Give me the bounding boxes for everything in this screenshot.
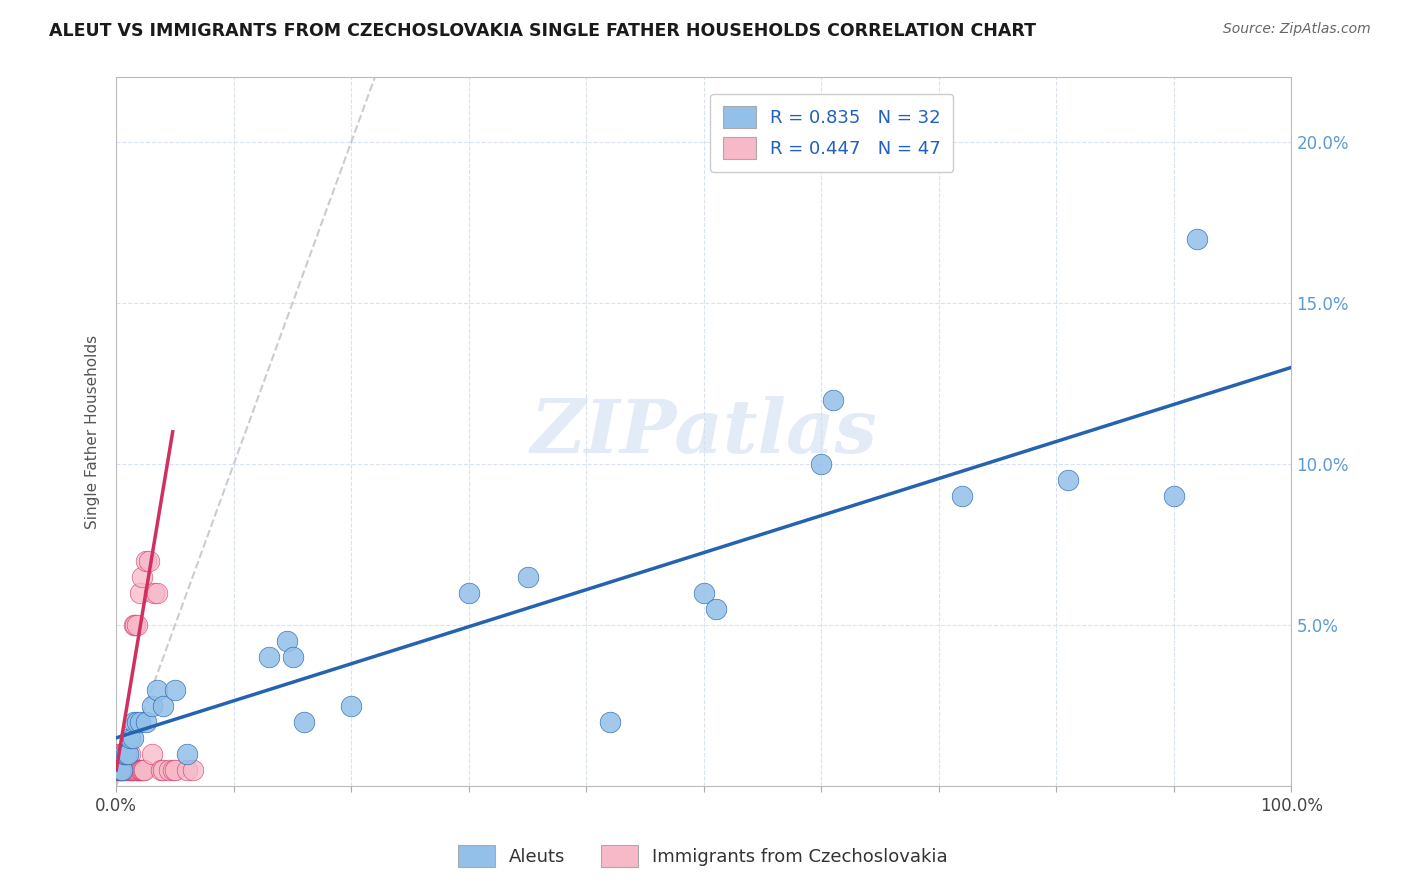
Text: Source: ZipAtlas.com: Source: ZipAtlas.com (1223, 22, 1371, 37)
Point (135, 714, 157, 729)
Point (1163, 489, 1185, 503)
Point (117, 763, 139, 777)
Point (146, 682, 169, 697)
Point (112, 763, 135, 777)
Point (111, 763, 134, 777)
Text: ALEUT VS IMMIGRANTS FROM CZECHOSLOVAKIA SINGLE FATHER HOUSEHOLDS CORRELATION CHA: ALEUT VS IMMIGRANTS FROM CZECHOSLOVAKIA … (49, 22, 1036, 40)
Legend: R = 0.835   N = 32, R = 0.447   N = 47: R = 0.835 N = 32, R = 0.447 N = 47 (710, 94, 953, 172)
Point (704, 602, 727, 616)
Point (142, 586, 165, 600)
Point (516, 570, 538, 584)
Point (108, 747, 131, 761)
Point (181, 763, 204, 777)
Point (107, 763, 129, 777)
Point (120, 763, 142, 777)
Point (157, 763, 180, 777)
Point (292, 714, 315, 729)
Point (131, 570, 153, 584)
Point (135, 554, 157, 568)
Point (107, 763, 129, 777)
Point (457, 586, 479, 600)
Point (146, 586, 169, 600)
Point (823, 392, 845, 407)
Point (122, 618, 145, 632)
Point (107, 747, 129, 761)
Point (121, 731, 143, 745)
Point (257, 650, 280, 665)
Point (163, 682, 186, 697)
Point (128, 586, 150, 600)
Point (176, 763, 198, 777)
Point (111, 747, 134, 761)
Point (128, 763, 150, 777)
Point (138, 554, 160, 568)
Point (281, 650, 304, 665)
Point (599, 714, 621, 729)
Legend: Aleuts, Immigrants from Czechoslovakia: Aleuts, Immigrants from Czechoslovakia (451, 838, 955, 874)
Point (124, 618, 146, 632)
Point (108, 763, 131, 777)
Point (152, 698, 174, 713)
Point (149, 763, 172, 777)
Point (693, 586, 716, 600)
Point (129, 763, 152, 777)
Point (117, 747, 139, 761)
Point (127, 618, 149, 632)
Point (128, 763, 150, 777)
Point (340, 698, 363, 713)
Point (131, 763, 153, 777)
Point (1187, 231, 1209, 245)
Point (121, 763, 143, 777)
Point (117, 747, 139, 761)
Point (120, 747, 142, 761)
Point (276, 634, 298, 648)
Point (122, 714, 145, 729)
Point (118, 763, 141, 777)
Y-axis label: Single Father Households: Single Father Households (86, 334, 100, 529)
Point (114, 763, 136, 777)
Point (114, 747, 136, 761)
Point (141, 698, 163, 713)
Point (115, 747, 138, 761)
Point (810, 457, 832, 471)
Point (114, 747, 136, 761)
Point (134, 763, 156, 777)
Point (128, 714, 150, 729)
Point (152, 763, 174, 777)
Point (127, 714, 149, 729)
Point (132, 763, 155, 777)
Point (163, 763, 186, 777)
Point (110, 763, 132, 777)
Point (127, 763, 149, 777)
Point (121, 763, 143, 777)
Point (141, 747, 163, 761)
Point (162, 763, 184, 777)
Point (114, 747, 136, 761)
Point (105, 763, 128, 777)
Text: ZIPatlas: ZIPatlas (530, 395, 877, 468)
Point (1057, 473, 1080, 487)
Point (950, 489, 973, 503)
Point (125, 763, 148, 777)
Point (122, 763, 145, 777)
Point (111, 763, 134, 777)
Point (120, 731, 142, 745)
Point (176, 747, 198, 761)
Point (108, 763, 131, 777)
Point (114, 763, 136, 777)
